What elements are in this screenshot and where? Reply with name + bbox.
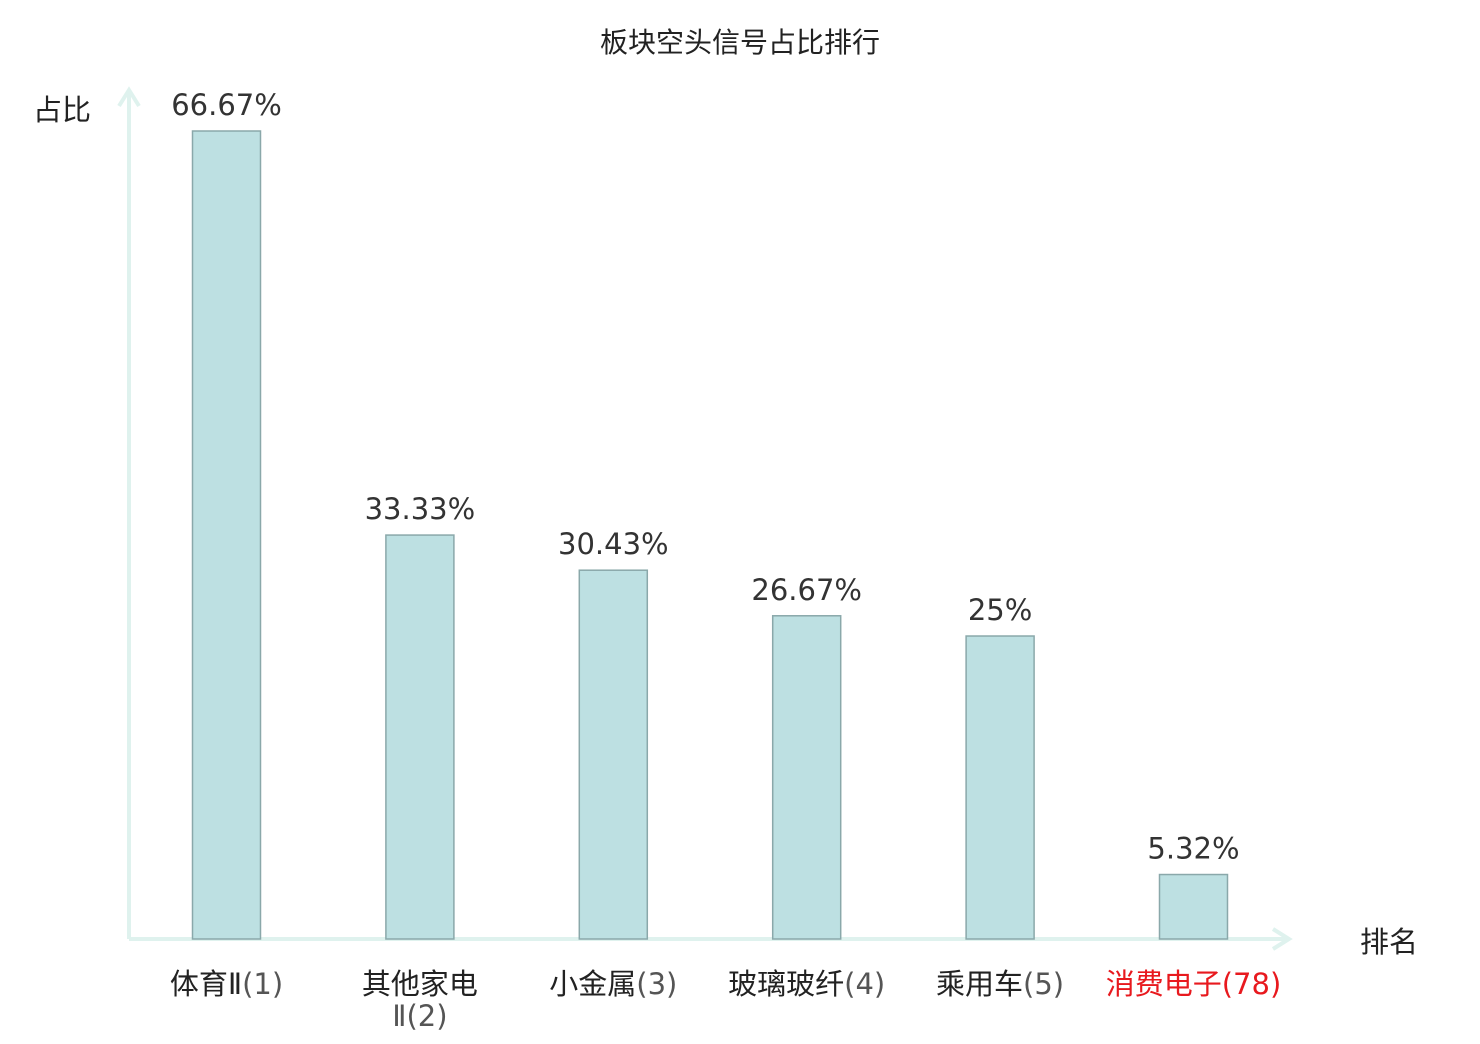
axes [117,86,1293,951]
category-label-line2: Ⅱ(2) [392,999,447,1033]
value-label: 66.67% [171,88,282,122]
value-label: 30.43% [558,527,669,561]
category-name-line2: Ⅱ [392,999,406,1033]
category-label: 体育Ⅱ(1) [170,967,283,1001]
category-name: 小金属 [549,967,636,1001]
value-label: 25% [968,593,1032,627]
bar [578,569,649,940]
y-axis-label: 占比 [33,93,91,127]
category-rank: (78) [1222,967,1282,1001]
value-label: 5.32% [1147,832,1239,866]
value-label: 26.67% [751,573,862,607]
category-label: 乘用车(5) [936,967,1064,1001]
bars [191,130,1229,940]
value-label: 33.33% [365,492,476,526]
category-name: 其他家电 [362,967,478,1001]
value-labels: 66.67% 33.33% 30.43% 26.67% 25% 5.32% [171,88,1239,866]
category-name: 玻璃玻纤 [728,967,844,1001]
category-rank: (2) [406,999,447,1033]
category-label: 其他家电 [362,967,478,1001]
chart-title: 板块空头信号占比排行 [600,26,880,59]
category-label: 玻璃玻纤(4) [728,967,885,1001]
category-rank: (5) [1023,967,1064,1001]
y-axis-arrow [117,86,141,108]
x-axis-arrow [1271,927,1293,951]
category-label: 小金属(3) [549,967,677,1001]
x-axis-label: 排名 [1360,925,1418,959]
category-label: 消费电子(78) [1106,967,1282,1001]
bar [191,130,262,940]
bar [1158,873,1229,940]
category-name: 消费电子 [1106,967,1222,1001]
category-rank: (3) [636,967,677,1001]
category-rank: (1) [242,967,283,1001]
bar [771,615,842,940]
bar [965,635,1035,940]
category-name: 体育Ⅱ [170,967,242,1001]
category-rank: (4) [844,967,885,1001]
category-name: 乘用车 [936,967,1023,1001]
bar [385,534,455,940]
